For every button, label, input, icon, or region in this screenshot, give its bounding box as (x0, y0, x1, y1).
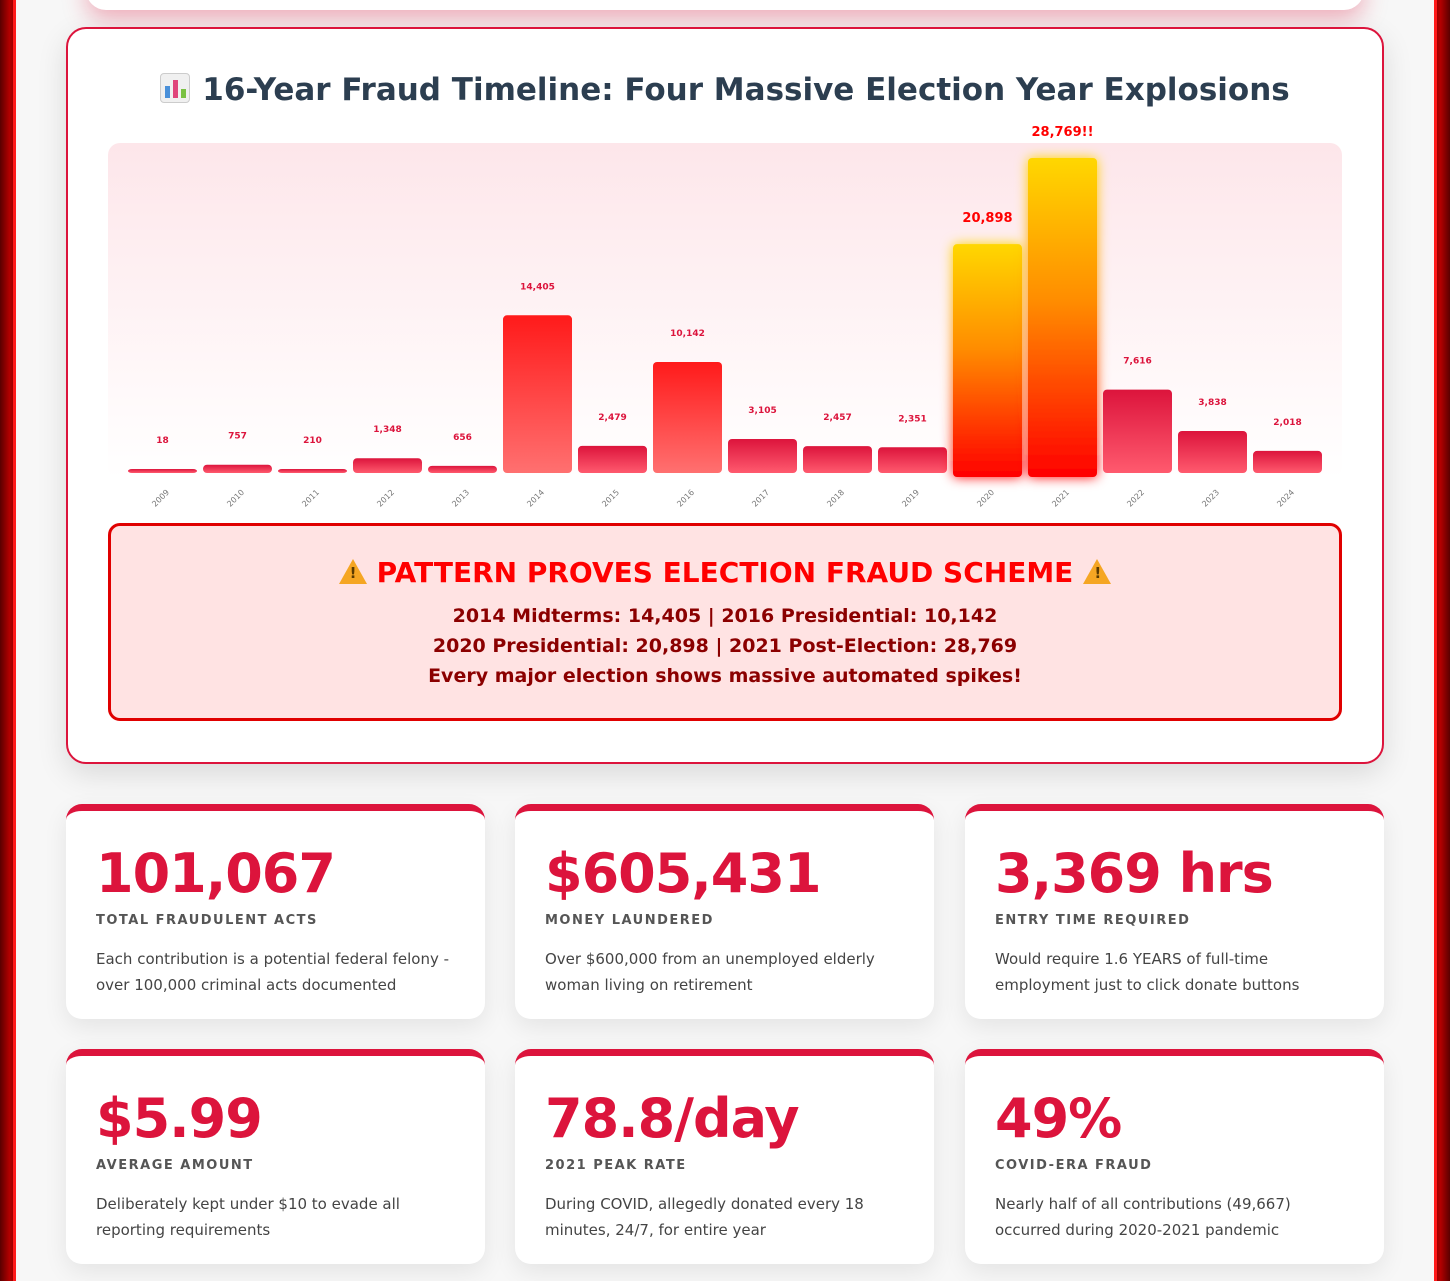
x-tick-label-2015: 2015 (600, 488, 621, 509)
stat-label: AVERAGE AMOUNT (96, 1158, 254, 1173)
right-frame-border (1434, 0, 1450, 1281)
stat-label: MONEY LAUNDERED (545, 913, 714, 928)
stat-description: Deliberately kept under $10 to evade all… (96, 1195, 400, 1239)
pattern-alert-box: PATTERN PROVES ELECTION FRAUD SCHEME 201… (108, 523, 1342, 721)
stat-description: Nearly half of all contributions (49,667… (995, 1195, 1291, 1239)
stat-label: COVID-ERA FRAUD (995, 1158, 1153, 1173)
x-tick-label-2018: 2018 (825, 488, 846, 509)
bar-2018 (803, 446, 872, 473)
alert-title: PATTERN PROVES ELECTION FRAUD SCHEME (111, 556, 1339, 589)
data-label-2009: 18 (156, 436, 169, 446)
bar-2009 (128, 469, 197, 473)
stat-card-entry-time: 3,369 hrs ENTRY TIME REQUIRED Would requ… (965, 804, 1384, 1019)
stat-value: 78.8/day (545, 1087, 800, 1150)
bar-2020 (953, 244, 1022, 477)
x-tick-label-2024: 2024 (1275, 488, 1296, 509)
x-tick-label-2016: 2016 (675, 488, 696, 509)
x-tick-label-2019: 2019 (900, 488, 921, 509)
alert-line: 2014 Midterms: 14,405 | 2016 Presidentia… (452, 605, 998, 627)
data-label-2014: 14,405 (520, 282, 555, 292)
stat-value: 101,067 (96, 842, 336, 905)
data-label-2024: 2,018 (1273, 418, 1301, 428)
chart-title: 16-Year Fraud Timeline: Four Massive Ele… (0, 72, 1450, 108)
x-tick-label-2012: 2012 (375, 488, 396, 509)
data-label-2015: 2,479 (598, 413, 626, 423)
chart-title-text: 16-Year Fraud Timeline: Four Massive Ele… (202, 72, 1290, 108)
alert-line: Every major election shows massive autom… (428, 665, 1022, 687)
previous-card-edge (86, 0, 1364, 10)
x-tick-label-2011: 2011 (300, 488, 321, 509)
alert-title-text: PATTERN PROVES ELECTION FRAUD SCHEME (376, 556, 1074, 589)
bar-2017 (728, 439, 797, 473)
stat-card-covid-era: 49% COVID-ERA FRAUD Nearly half of all c… (965, 1049, 1384, 1264)
data-label-2020: 20,898 (962, 211, 1012, 226)
data-label-2013: 656 (453, 433, 472, 443)
bar-2021 (1028, 158, 1097, 477)
alert-line: 2020 Presidential: 20,898 | 2021 Post-El… (432, 635, 1018, 657)
stat-card-average-amount: $5.99 AVERAGE AMOUNT Deliberately kept u… (66, 1049, 485, 1264)
x-tick-label-2010: 2010 (225, 488, 246, 509)
bar-2013 (428, 465, 497, 473)
data-label-2017: 3,105 (748, 406, 776, 416)
bar-2011 (278, 469, 347, 473)
stat-card-total-acts: 101,067 TOTAL FRAUDULENT ACTS Each contr… (66, 804, 485, 1019)
bar-2023 (1178, 430, 1247, 473)
x-tick-label-2021: 2021 (1050, 488, 1071, 509)
stat-value: $605,431 (545, 842, 822, 905)
stat-description: Would require 1.6 YEARS of full-time emp… (995, 950, 1300, 994)
x-tick-label-2020: 2020 (975, 488, 996, 509)
data-label-2018: 2,457 (823, 413, 851, 423)
stat-label: TOTAL FRAUDULENT ACTS (96, 913, 318, 928)
stat-value: 49% (995, 1087, 1122, 1150)
stat-description: Over $600,000 from an unemployed elderly… (545, 950, 875, 994)
x-tick-label-2023: 2023 (1200, 488, 1221, 509)
stat-description: Each contribution is a potential federal… (96, 950, 450, 994)
bar-2016 (653, 361, 722, 473)
bar-2012 (353, 458, 422, 473)
alert-lines: 2014 Midterms: 14,405 | 2016 Presidentia… (111, 601, 1339, 691)
x-tick-label-2009: 2009 (150, 488, 171, 509)
data-label-2010: 757 (228, 432, 247, 442)
fraud-timeline-chart: 18 2009 757 2010 210 2011 1,348 2012 656 2013 14,4… (128, 125, 1322, 509)
bar-2022 (1103, 389, 1172, 473)
data-label-2022: 7,616 (1123, 357, 1151, 367)
data-label-2023: 3,838 (1198, 398, 1226, 408)
x-tick-label-2022: 2022 (1125, 488, 1146, 509)
stat-value: $5.99 (96, 1087, 263, 1150)
x-tick-label-2013: 2013 (450, 488, 471, 509)
data-label-2011: 210 (303, 436, 322, 446)
data-label-2021: 28,769!! (1031, 125, 1093, 140)
bar-2015 (578, 445, 647, 473)
stat-label: 2021 PEAK RATE (545, 1158, 687, 1173)
stat-card-money-laundered: $605,431 MONEY LAUNDERED Over $600,000 f… (515, 804, 934, 1019)
bar-2014 (503, 315, 572, 473)
data-label-2019: 2,351 (898, 414, 926, 424)
x-tick-label-2014: 2014 (525, 488, 546, 509)
left-frame-border (0, 0, 16, 1281)
stat-value: 3,369 hrs (995, 842, 1274, 905)
bar-2010 (203, 464, 272, 473)
data-label-2012: 1,348 (373, 425, 401, 435)
warning-icon (1083, 559, 1112, 584)
bar-2019 (878, 447, 947, 473)
bar-chart-icon (160, 73, 191, 103)
stat-description: During COVID, allegedly donated every 18… (545, 1195, 864, 1239)
x-tick-label-2017: 2017 (750, 488, 771, 509)
warning-icon (338, 559, 367, 584)
data-label-2016: 10,142 (670, 329, 705, 339)
stat-card-peak-rate: 78.8/day 2021 PEAK RATE During COVID, al… (515, 1049, 934, 1264)
bar-2024 (1253, 450, 1322, 473)
stat-label: ENTRY TIME REQUIRED (995, 913, 1191, 928)
